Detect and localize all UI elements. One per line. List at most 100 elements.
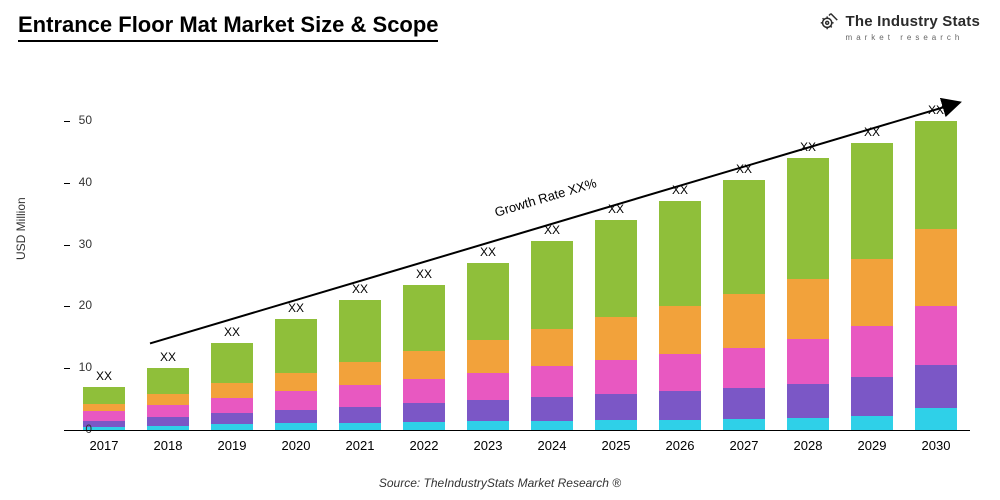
logo-primary-text: The Industry Stats	[846, 13, 980, 30]
bar-group: XX	[211, 343, 253, 430]
bar-segment	[787, 384, 829, 418]
bar-segment	[467, 400, 509, 421]
x-tick-label: 2024	[526, 438, 578, 453]
bar-segment	[275, 319, 317, 373]
y-tick-mark	[64, 306, 70, 307]
y-tick-label: 50	[62, 113, 92, 127]
bar-segment	[403, 422, 445, 430]
x-tick-label: 2022	[398, 438, 450, 453]
bar-group: XX	[659, 201, 701, 430]
bar-segment	[915, 229, 957, 306]
x-tick-label: 2021	[334, 438, 386, 453]
bar-value-label: XX	[915, 103, 957, 117]
bar-segment	[659, 201, 701, 305]
bar-segment	[467, 263, 509, 340]
bar-group: XX	[723, 180, 765, 430]
bar-segment	[851, 416, 893, 430]
bar-segment	[531, 329, 573, 367]
bar-segment	[275, 373, 317, 392]
x-tick-label: 2030	[910, 438, 962, 453]
bar-value-label: XX	[403, 267, 445, 281]
bar-segment	[275, 410, 317, 424]
bar-segment	[147, 394, 189, 405]
x-tick-label: 2026	[654, 438, 706, 453]
bar-segment	[787, 279, 829, 339]
bar-group: XX	[339, 300, 381, 430]
bar-segment	[851, 143, 893, 259]
bar-segment	[275, 423, 317, 430]
bar-segment	[403, 403, 445, 422]
bar-segment	[403, 351, 445, 379]
bar-segment	[915, 365, 957, 408]
bar-segment	[531, 366, 573, 397]
bar-segment	[723, 180, 765, 294]
bar-segment	[147, 368, 189, 393]
bar-segment	[339, 300, 381, 362]
x-tick-label: 2018	[142, 438, 194, 453]
bar-segment	[723, 294, 765, 348]
bar-value-label: XX	[275, 301, 317, 315]
bar-group: XX	[275, 319, 317, 430]
bars-layer: XXXXXXXXXXXXXXXXXXXXXXXXXXXX	[70, 90, 970, 430]
bar-segment	[787, 418, 829, 430]
title-underline	[18, 40, 438, 42]
bar-segment	[467, 373, 509, 401]
bar-segment	[531, 241, 573, 328]
gear-pencil-icon	[818, 10, 840, 32]
bar-segment	[723, 388, 765, 419]
bar-segment	[83, 387, 125, 404]
bar-group: XX	[403, 285, 445, 430]
bar-segment	[915, 121, 957, 229]
x-tick-label: 2025	[590, 438, 642, 453]
bar-segment	[531, 397, 573, 420]
bar-group: XX	[595, 220, 637, 430]
y-tick-label: 40	[62, 175, 92, 189]
bar-segment	[595, 317, 637, 360]
bar-segment	[275, 391, 317, 410]
y-tick-mark	[64, 121, 70, 122]
bar-segment	[595, 394, 637, 420]
bar-segment	[339, 362, 381, 385]
bar-segment	[659, 306, 701, 354]
bar-segment	[339, 407, 381, 423]
bar-value-label: XX	[531, 223, 573, 237]
bar-segment	[723, 348, 765, 388]
bar-value-label: XX	[851, 125, 893, 139]
bar-segment	[915, 306, 957, 365]
bar-segment	[211, 383, 253, 398]
bar-segment	[339, 423, 381, 430]
x-tick-label: 2020	[270, 438, 322, 453]
bar-segment	[211, 343, 253, 383]
logo-secondary-text: market research	[846, 33, 980, 42]
chart-container: Entrance Floor Mat Market Size & Scope	[0, 0, 1000, 500]
y-axis-label: USD Million	[14, 197, 28, 260]
bar-value-label: XX	[787, 140, 829, 154]
bar-segment	[595, 360, 637, 394]
x-tick-label: 2017	[78, 438, 130, 453]
bar-segment	[531, 421, 573, 430]
bar-segment	[403, 379, 445, 404]
bar-segment	[211, 398, 253, 413]
bar-segment	[339, 385, 381, 407]
y-tick-label: 30	[62, 237, 92, 251]
bar-segment	[659, 354, 701, 391]
bar-segment	[83, 411, 125, 420]
bar-group: XX	[531, 241, 573, 430]
bar-segment	[147, 417, 189, 426]
bar-group: XX	[467, 263, 509, 430]
x-tick-label: 2029	[846, 438, 898, 453]
bar-segment	[595, 420, 637, 430]
plot-area: XXXXXXXXXXXXXXXXXXXXXXXXXXXX Growth Rate…	[70, 90, 970, 430]
bar-segment	[787, 339, 829, 384]
bar-segment	[83, 404, 125, 411]
bar-value-label: XX	[467, 245, 509, 259]
bar-segment	[915, 408, 957, 430]
bar-segment	[467, 340, 509, 373]
bar-segment	[595, 220, 637, 317]
bar-segment	[851, 259, 893, 326]
chart-title: Entrance Floor Mat Market Size & Scope	[18, 12, 439, 38]
x-axis-line	[70, 430, 970, 431]
y-tick-mark	[64, 368, 70, 369]
bar-value-label: XX	[339, 282, 381, 296]
bar-segment	[147, 405, 189, 417]
